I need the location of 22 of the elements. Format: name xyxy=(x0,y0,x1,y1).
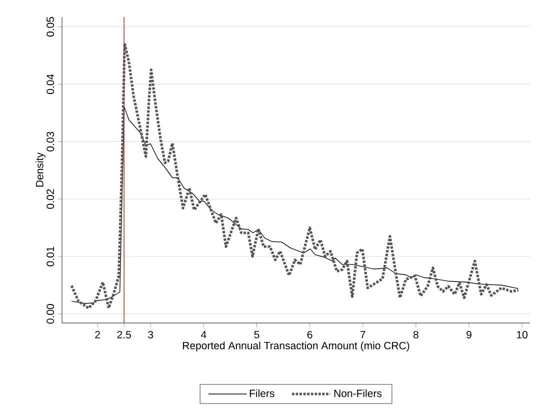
line-series xyxy=(70,42,520,310)
x-tick-label: 6 xyxy=(307,330,312,338)
y-tick-label: 0.01 xyxy=(46,246,54,266)
x-tick-label: 3 xyxy=(148,330,154,338)
x-tick-label: 10 xyxy=(517,330,528,338)
x-tick-label: 7 xyxy=(360,330,366,338)
x-tick-label: 2.5 xyxy=(117,330,131,338)
x-axis-title: Reported Annual Transaction Amount (mio CRC) xyxy=(182,342,410,352)
y-tick-label: 0.00 xyxy=(46,304,54,324)
y-tick-label: 0.04 xyxy=(46,74,54,94)
x-tick-label: 9 xyxy=(466,330,472,338)
y-tick-label: 0.03 xyxy=(46,132,54,152)
x-tick-label: 8 xyxy=(413,330,418,338)
y-tick-label: 0.05 xyxy=(46,16,54,37)
x-tick-label: 2 xyxy=(95,330,100,338)
legend-label: Non-Filers xyxy=(334,389,382,398)
y-tick-label: 0.02 xyxy=(46,189,54,209)
x-tick-label: 4 xyxy=(200,330,206,338)
legend-label: Filers xyxy=(250,389,274,398)
line-series xyxy=(71,106,519,304)
y-axis-title: Density xyxy=(36,152,46,187)
x-tick-label: 5 xyxy=(254,330,260,338)
